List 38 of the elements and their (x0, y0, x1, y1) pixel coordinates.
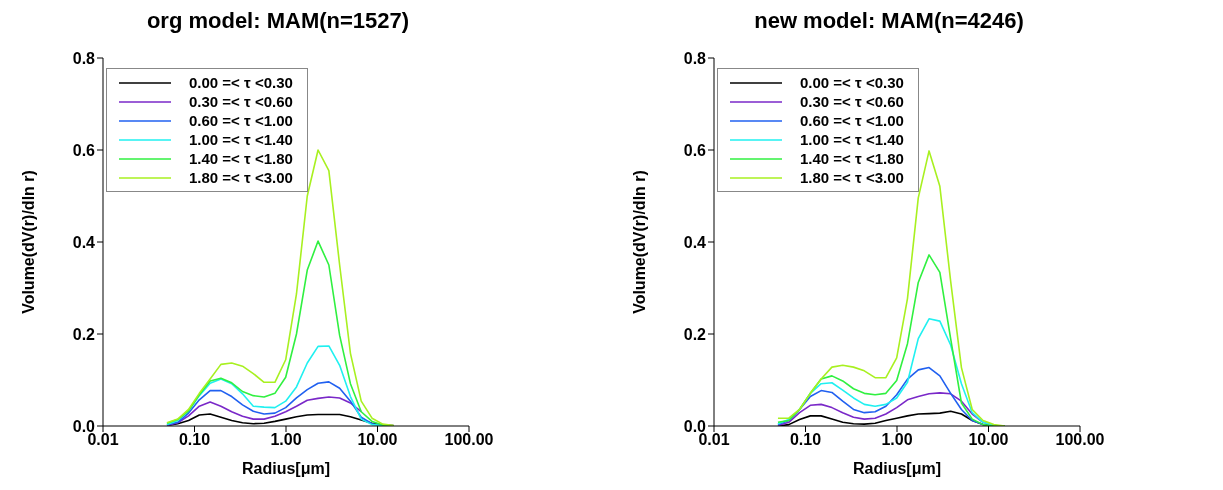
legend-label: 0.00 =< τ <0.30 (800, 73, 904, 92)
legend-label: 1.80 =< τ <3.00 (800, 168, 904, 187)
x-tick-label: 1.00 (270, 431, 302, 449)
legend-label: 1.40 =< τ <1.80 (800, 149, 904, 168)
x-tick-label: 0.10 (789, 431, 822, 449)
x-tick-label: 100.00 (444, 431, 494, 449)
legend-label: 1.00 =< τ <1.40 (800, 130, 904, 149)
x-tick-label: 0.10 (178, 431, 211, 449)
y-tick-label: 0.4 (683, 233, 707, 251)
legend-label: 0.30 =< τ <0.60 (189, 92, 293, 111)
x-tick-label: 0.01 (698, 431, 730, 449)
y-axis-title: Volume(dV(r)/dln r) (19, 170, 37, 314)
legend-label: 0.30 =< τ <0.60 (800, 92, 904, 111)
legend-label: 1.00 =< τ <1.40 (189, 130, 293, 149)
y-tick-label: 0.2 (683, 325, 707, 343)
legend-label: 0.60 =< τ <1.00 (800, 111, 904, 130)
x-tick-label: 1.00 (881, 431, 913, 449)
legend-label: 1.40 =< τ <1.80 (189, 149, 293, 168)
chart-title: org model: MAM(n=1527) (145, 8, 411, 35)
y-tick-label: 0.8 (683, 49, 707, 67)
y-tick-label: 0.2 (72, 325, 96, 343)
y-tick-label: 0.4 (72, 233, 96, 251)
legend-label: 1.80 =< τ <3.00 (189, 168, 293, 187)
y-tick-label: 0.8 (72, 49, 96, 67)
x-tick-label: 0.01 (87, 431, 119, 449)
line-series (777, 366, 984, 426)
line-series (166, 149, 395, 426)
legend-label: 0.00 =< τ <0.30 (189, 73, 293, 92)
x-tick-label: 100.00 (1055, 431, 1105, 449)
x-axis-title: Radius[μm] (241, 460, 331, 477)
x-axis-title: Radius[μm] (852, 460, 942, 477)
chart-title: new model: MAM(n=4246) (753, 8, 1025, 35)
x-tick-label: 10.00 (357, 431, 398, 449)
y-tick-label: 0.6 (72, 141, 96, 159)
x-tick-label: 10.00 (968, 431, 1009, 449)
y-axis-title: Volume(dV(r)/dln r) (630, 170, 648, 314)
y-tick-label: 0.6 (683, 141, 707, 159)
legend-label: 0.60 =< τ <1.00 (189, 111, 293, 130)
